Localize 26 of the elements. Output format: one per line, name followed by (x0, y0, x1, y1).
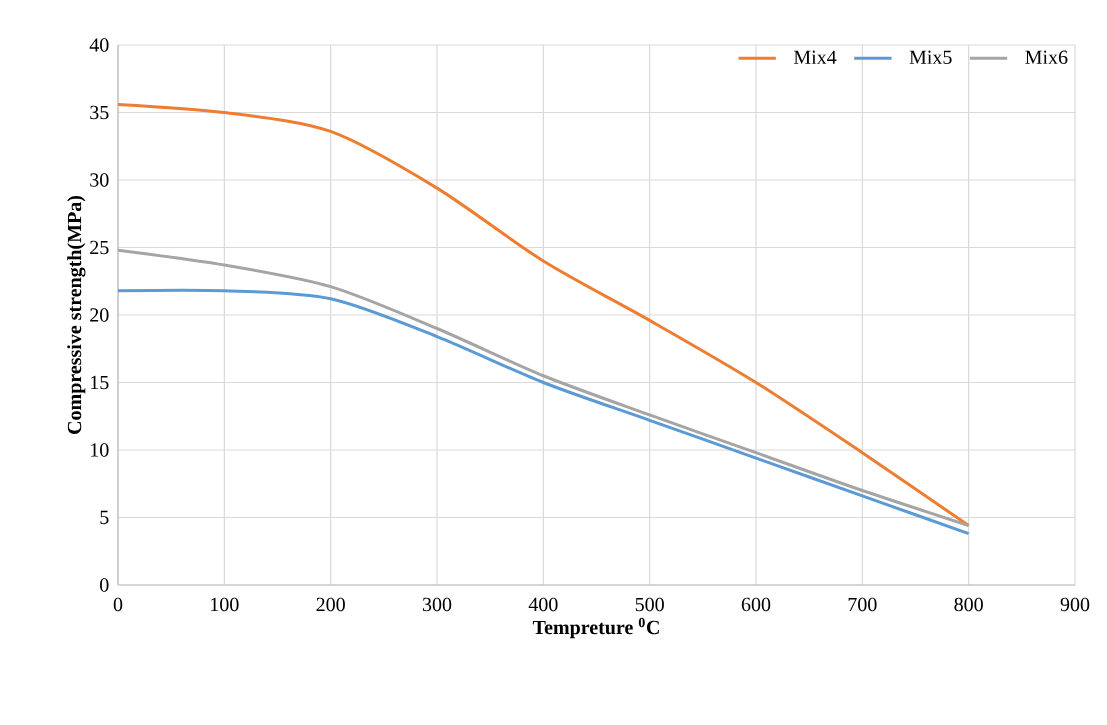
line-series (118, 248, 971, 528)
y-tick-label: 20 (90, 308, 109, 322)
y-tick-label: 15 (91, 375, 109, 390)
y-tick-label: 40 (89, 38, 109, 52)
x-tick-label: 300 (422, 597, 452, 612)
x-tick-label: 400 (528, 597, 558, 612)
x-tick-label: 800 (954, 597, 983, 612)
x-tick-label: 0 (113, 597, 123, 612)
y-tick-label: 35 (90, 105, 109, 120)
y-axis-title: Compressive strength(MPa) (67, 195, 86, 434)
legend-label: Mix6 (1025, 50, 1068, 65)
legend-label: Mix4 (793, 50, 837, 64)
x-tick-label: 600 (741, 597, 771, 612)
y-tick-label: 10 (91, 443, 109, 457)
x-tick-label: 700 (848, 597, 877, 612)
y-tick-label: 0 (100, 578, 109, 592)
y-tick-label: 30 (90, 173, 109, 187)
y-tick-label: 5 (100, 510, 109, 525)
y-tick-label: 25 (90, 240, 109, 255)
x-tick-label: 500 (635, 597, 664, 612)
x-tick-label: 200 (316, 597, 345, 612)
legend-label: Mix5 (909, 50, 952, 65)
x-axis-title: Tempreture $^{0}$C (532, 617, 659, 639)
x-tick-label: 100 (211, 597, 239, 612)
x-tick-label: 900 (1060, 597, 1090, 612)
line-series (118, 288, 971, 536)
